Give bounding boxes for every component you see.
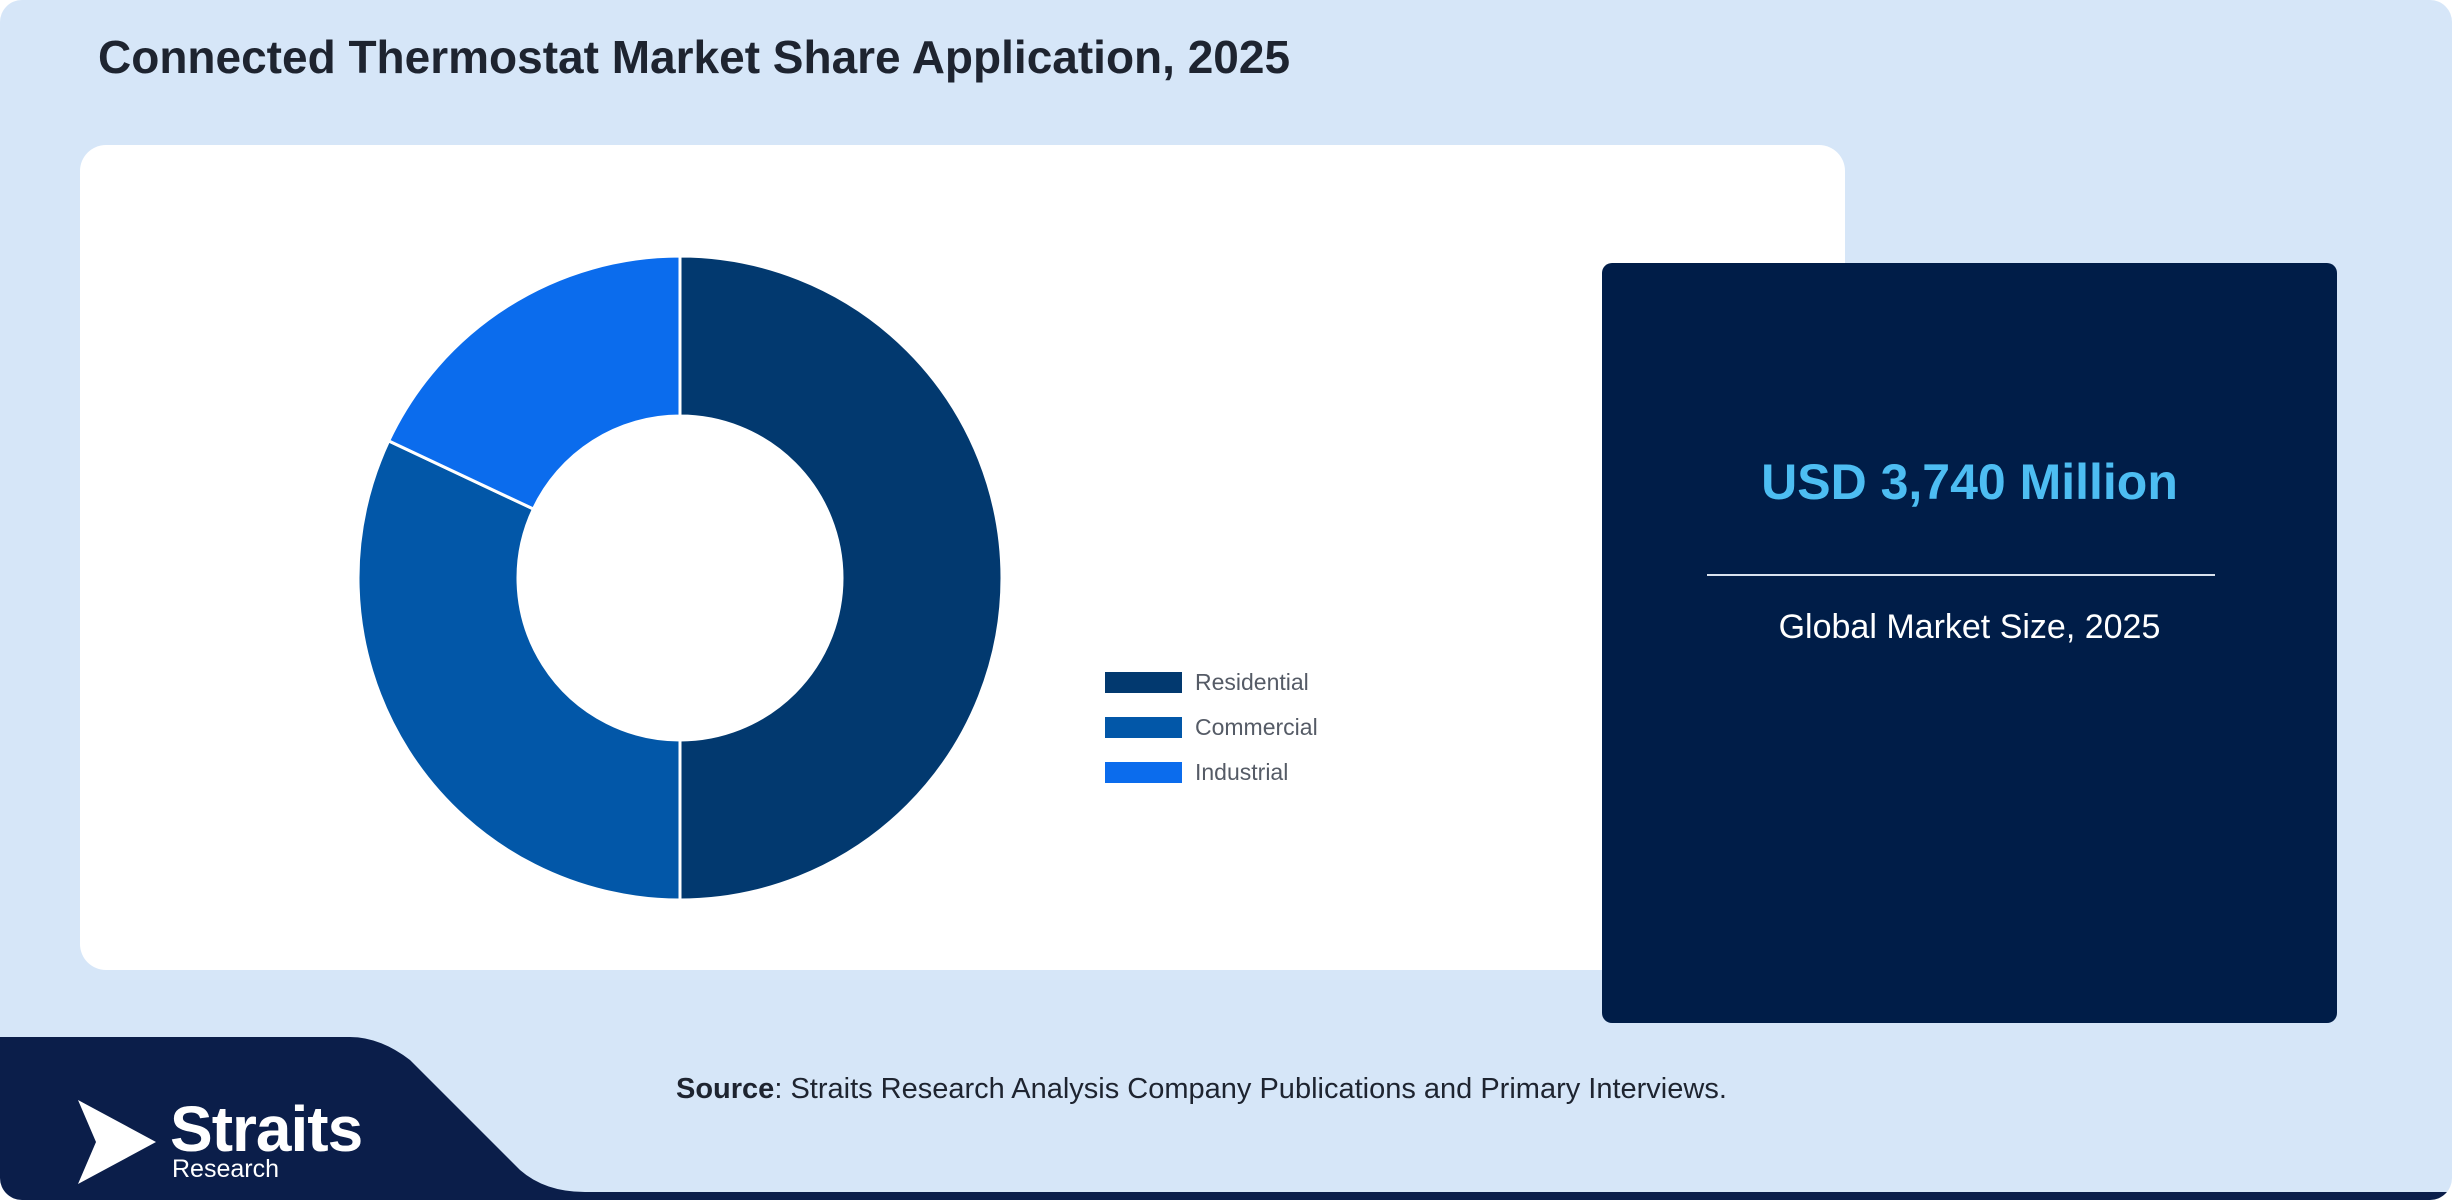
source-text: : Straits Research Analysis Company Publ… [774, 1073, 1727, 1105]
donut-slice-residential [678, 254, 1004, 902]
straits-logo: Straits Research [78, 1093, 363, 1191]
legend-item-industrial: Industrial [1105, 750, 1318, 795]
donut-slice-industrial [386, 254, 682, 512]
legend-label: Residential [1195, 669, 1309, 695]
source-note: Source: Straits Research Analysis Compan… [676, 1073, 1727, 1106]
legend-label: Commercial [1195, 714, 1318, 740]
logo-subtitle: Research [172, 1155, 279, 1183]
logo-wordmark: Straits [170, 1093, 363, 1165]
legend-swatch [1105, 672, 1182, 693]
market-size-card: USD 3,740 Million Global Market Size, 20… [1602, 263, 2337, 1023]
legend-label: Industrial [1195, 759, 1289, 785]
legend-item-commercial: Commercial [1105, 705, 1318, 750]
stat-divider [1707, 574, 2215, 576]
legend-item-residential: Residential [1105, 660, 1318, 705]
source-label: Source [676, 1073, 775, 1105]
chart-legend: Residential Commercial Industrial [1105, 660, 1318, 795]
donut-chart [356, 254, 1004, 902]
legend-swatch [1105, 717, 1182, 738]
legend-swatch [1105, 762, 1182, 783]
logo-arrow-icon [78, 1100, 156, 1184]
chart-card: Residential Commercial Industrial [80, 145, 1845, 970]
page-title: Connected Thermostat Market Share Applic… [98, 31, 1291, 83]
market-size-value: USD 3,740 Million [1761, 454, 2178, 510]
market-size-label: Global Market Size, 2025 [1778, 608, 2161, 646]
donut-slice-commercial [356, 438, 682, 902]
